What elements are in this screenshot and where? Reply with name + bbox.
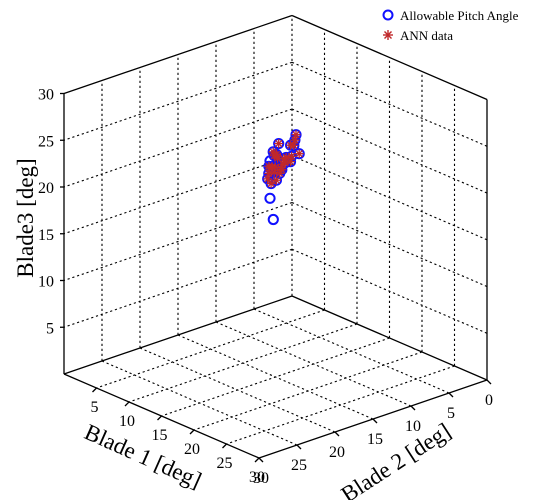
y-axis-label: Blade 2 [deg] [337, 418, 456, 500]
ann-asterisk-stroke [275, 139, 283, 148]
x-tick-mark [410, 405, 416, 411]
y-tick-mark [124, 401, 130, 407]
axis-frame-edge [291, 295, 488, 381]
ann-data-point [273, 151, 282, 161]
ann-asterisk-stroke [292, 131, 300, 139]
y-tick-label: 25 [217, 455, 233, 472]
ann-data-point [265, 163, 275, 173]
left-wall-gridline [63, 108, 293, 188]
ann-data-point [290, 135, 300, 145]
allowable-pitch-point [267, 213, 279, 226]
x-tick-label: 5 [447, 405, 455, 422]
ann-asterisk-stroke [270, 168, 278, 176]
ann-asterisk-stroke [266, 164, 274, 172]
ann-data-point [278, 159, 288, 169]
right-wall-gridline [291, 61, 488, 147]
y-tick-label: 5 [91, 399, 99, 416]
left-wall-gridline [63, 201, 293, 282]
ann-data-point [264, 168, 274, 178]
ann-data-point [289, 141, 299, 150]
ann-data-point [269, 167, 279, 177]
ann-data-point [263, 174, 273, 184]
floor-gridline [161, 337, 390, 417]
ann-asterisk-stroke [287, 152, 296, 160]
ann-asterisk-stroke [290, 141, 298, 150]
allowable-pitch-point [273, 137, 285, 150]
x-tick-label: 20 [329, 444, 345, 461]
axis-frame-edge [63, 14, 293, 95]
ann-data-point [266, 179, 276, 189]
ann-asterisk-stroke [286, 158, 295, 166]
ann-data-point [274, 139, 284, 149]
floor-gridline [226, 365, 455, 445]
ann-data-point [279, 154, 289, 164]
x-tick-mark [486, 379, 492, 385]
y-tick-label: 15 [152, 427, 168, 444]
legend: Allowable Pitch Angle ANN data [382, 8, 519, 43]
ann-asterisk-stroke [271, 163, 279, 171]
ann-asterisk-stroke [291, 136, 299, 144]
y-tick-mark [189, 429, 195, 435]
floor-gridline [193, 351, 423, 431]
ann-asterisk-stroke [269, 148, 277, 156]
z-axis-label: Blade3 [deg] [13, 158, 38, 277]
axis-frame-edge [291, 14, 488, 101]
x-tick-label: 10 [405, 418, 421, 435]
left-wall-gridline [63, 155, 293, 235]
z-tick-label: 20 [38, 180, 54, 197]
x-tick-label: 25 [291, 457, 307, 474]
x-tick-label: 30 [253, 470, 269, 487]
ann-asterisk-stroke [267, 179, 275, 188]
z-tick-label: 15 [38, 227, 54, 244]
ann-asterisk-stroke [278, 166, 286, 174]
tick-labels: 0 5 10 15 20 25 30 5 10 15 20 25 30 5 10 15 20 25 30 [38, 87, 493, 488]
y-tick-mark [254, 457, 260, 463]
y-tick-label: 10 [119, 413, 135, 430]
y-tick-mark [222, 443, 227, 449]
x-tick-label: 0 [485, 392, 493, 409]
allowable-pitch-point [264, 192, 276, 204]
ann-data-point [294, 149, 304, 159]
ann-asterisk-stroke [295, 150, 303, 158]
x-tick-mark [296, 444, 302, 450]
ann-asterisk-stroke [279, 160, 287, 168]
legend-circle-marker [382, 9, 394, 21]
y-tick-label: 30 [249, 469, 265, 486]
grid-layer [63, 15, 488, 446]
ann-asterisk-stroke [264, 175, 272, 183]
x-tick-mark [448, 392, 454, 398]
x-tick-label: 15 [367, 431, 383, 448]
legend-label-ann: ANN data [400, 28, 453, 43]
axis-frame-edge [63, 295, 293, 375]
ann-data-point [291, 130, 301, 140]
left-wall-gridline [63, 61, 293, 141]
ann-data-point [286, 157, 295, 167]
z-tick-label: 10 [38, 274, 54, 291]
z-tick-label: 25 [38, 133, 54, 150]
x-tick-mark [334, 431, 340, 437]
legend-asterisk-marker [383, 30, 393, 40]
z-tick-label: 5 [46, 320, 54, 337]
ann-asterisk-stroke [273, 152, 282, 160]
z-tick-label: 30 [38, 87, 54, 104]
ann-asterisk-stroke [272, 176, 281, 184]
y-tick-label: 20 [184, 441, 200, 458]
x-tick-mark [258, 457, 264, 463]
right-wall-gridline [291, 201, 488, 288]
legend-label-allowable: Allowable Pitch Angle [400, 8, 519, 23]
data-points [262, 129, 305, 226]
ann-asterisk-stroke [265, 169, 273, 178]
x-tick-mark [372, 418, 378, 424]
ann-asterisk-stroke [280, 155, 288, 163]
y-tick-mark [92, 387, 97, 393]
ann-data-point [277, 165, 287, 175]
ann-data-point [287, 151, 297, 161]
axes-frame [60, 14, 492, 463]
y-tick-mark [157, 415, 162, 421]
ann-data-point [271, 175, 281, 185]
